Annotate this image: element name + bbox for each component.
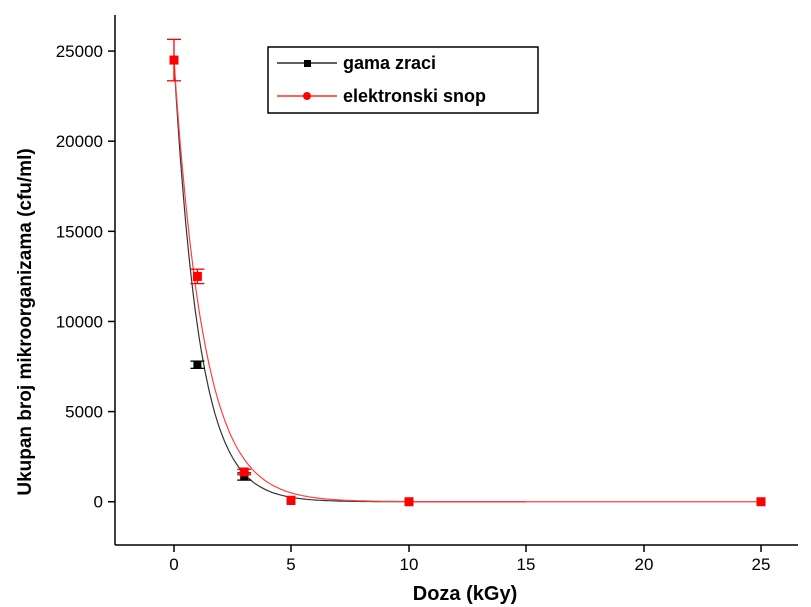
legend-marker-elektronski-snop (303, 92, 311, 100)
legend: gama zraci elektronski snop (267, 46, 539, 114)
y-axis-title: Ukupan broj mikroorganizama (cfu/ml) (15, 148, 36, 495)
data-point-elektronski-snop (286, 495, 296, 505)
y-tick-label: 0 (94, 493, 103, 512)
x-tick-label: 10 (400, 555, 419, 574)
y-tick-label: 5000 (65, 403, 103, 422)
data-point-elektronski-snop (239, 467, 249, 477)
data-marks (167, 38, 766, 507)
x-axis-title: Doza (kGy) (413, 583, 517, 605)
legend-marker-gama-zraci (304, 60, 311, 67)
x-tick-label: 5 (286, 555, 295, 574)
fit-curve-gama-zraci (173, 60, 409, 503)
legend-label-elektronski-snop: elektronski snop (343, 86, 486, 106)
x-tick-label: 25 (752, 555, 771, 574)
data-point-elektronski-snop (169, 55, 179, 65)
data-point-elektronski-snop (404, 497, 414, 507)
y-tick-label: 20000 (56, 132, 103, 151)
data-point-gama-zraci (240, 472, 249, 481)
x-tick-label: 15 (517, 555, 536, 574)
data-point-elektronski-snop (756, 497, 766, 507)
x-tick-label: 20 (635, 555, 654, 574)
x-tick-label: 0 (169, 555, 178, 574)
x-ticks: 0 5 10 15 20 25 (169, 545, 770, 574)
data-point-gama-zraci (193, 360, 202, 369)
y-tick-label: 25000 (56, 42, 103, 61)
y-tick-label: 15000 (56, 222, 103, 241)
data-point-elektronski-snop (192, 271, 202, 281)
y-tick-label: 10000 (56, 312, 103, 331)
legend-box (267, 46, 539, 114)
fit-curve-elektronski-snop (173, 60, 410, 503)
legend-label-gama-zraci: gama zraci (343, 53, 436, 73)
y-ticks: 0 5000 10000 15000 20000 25000 (56, 42, 115, 512)
